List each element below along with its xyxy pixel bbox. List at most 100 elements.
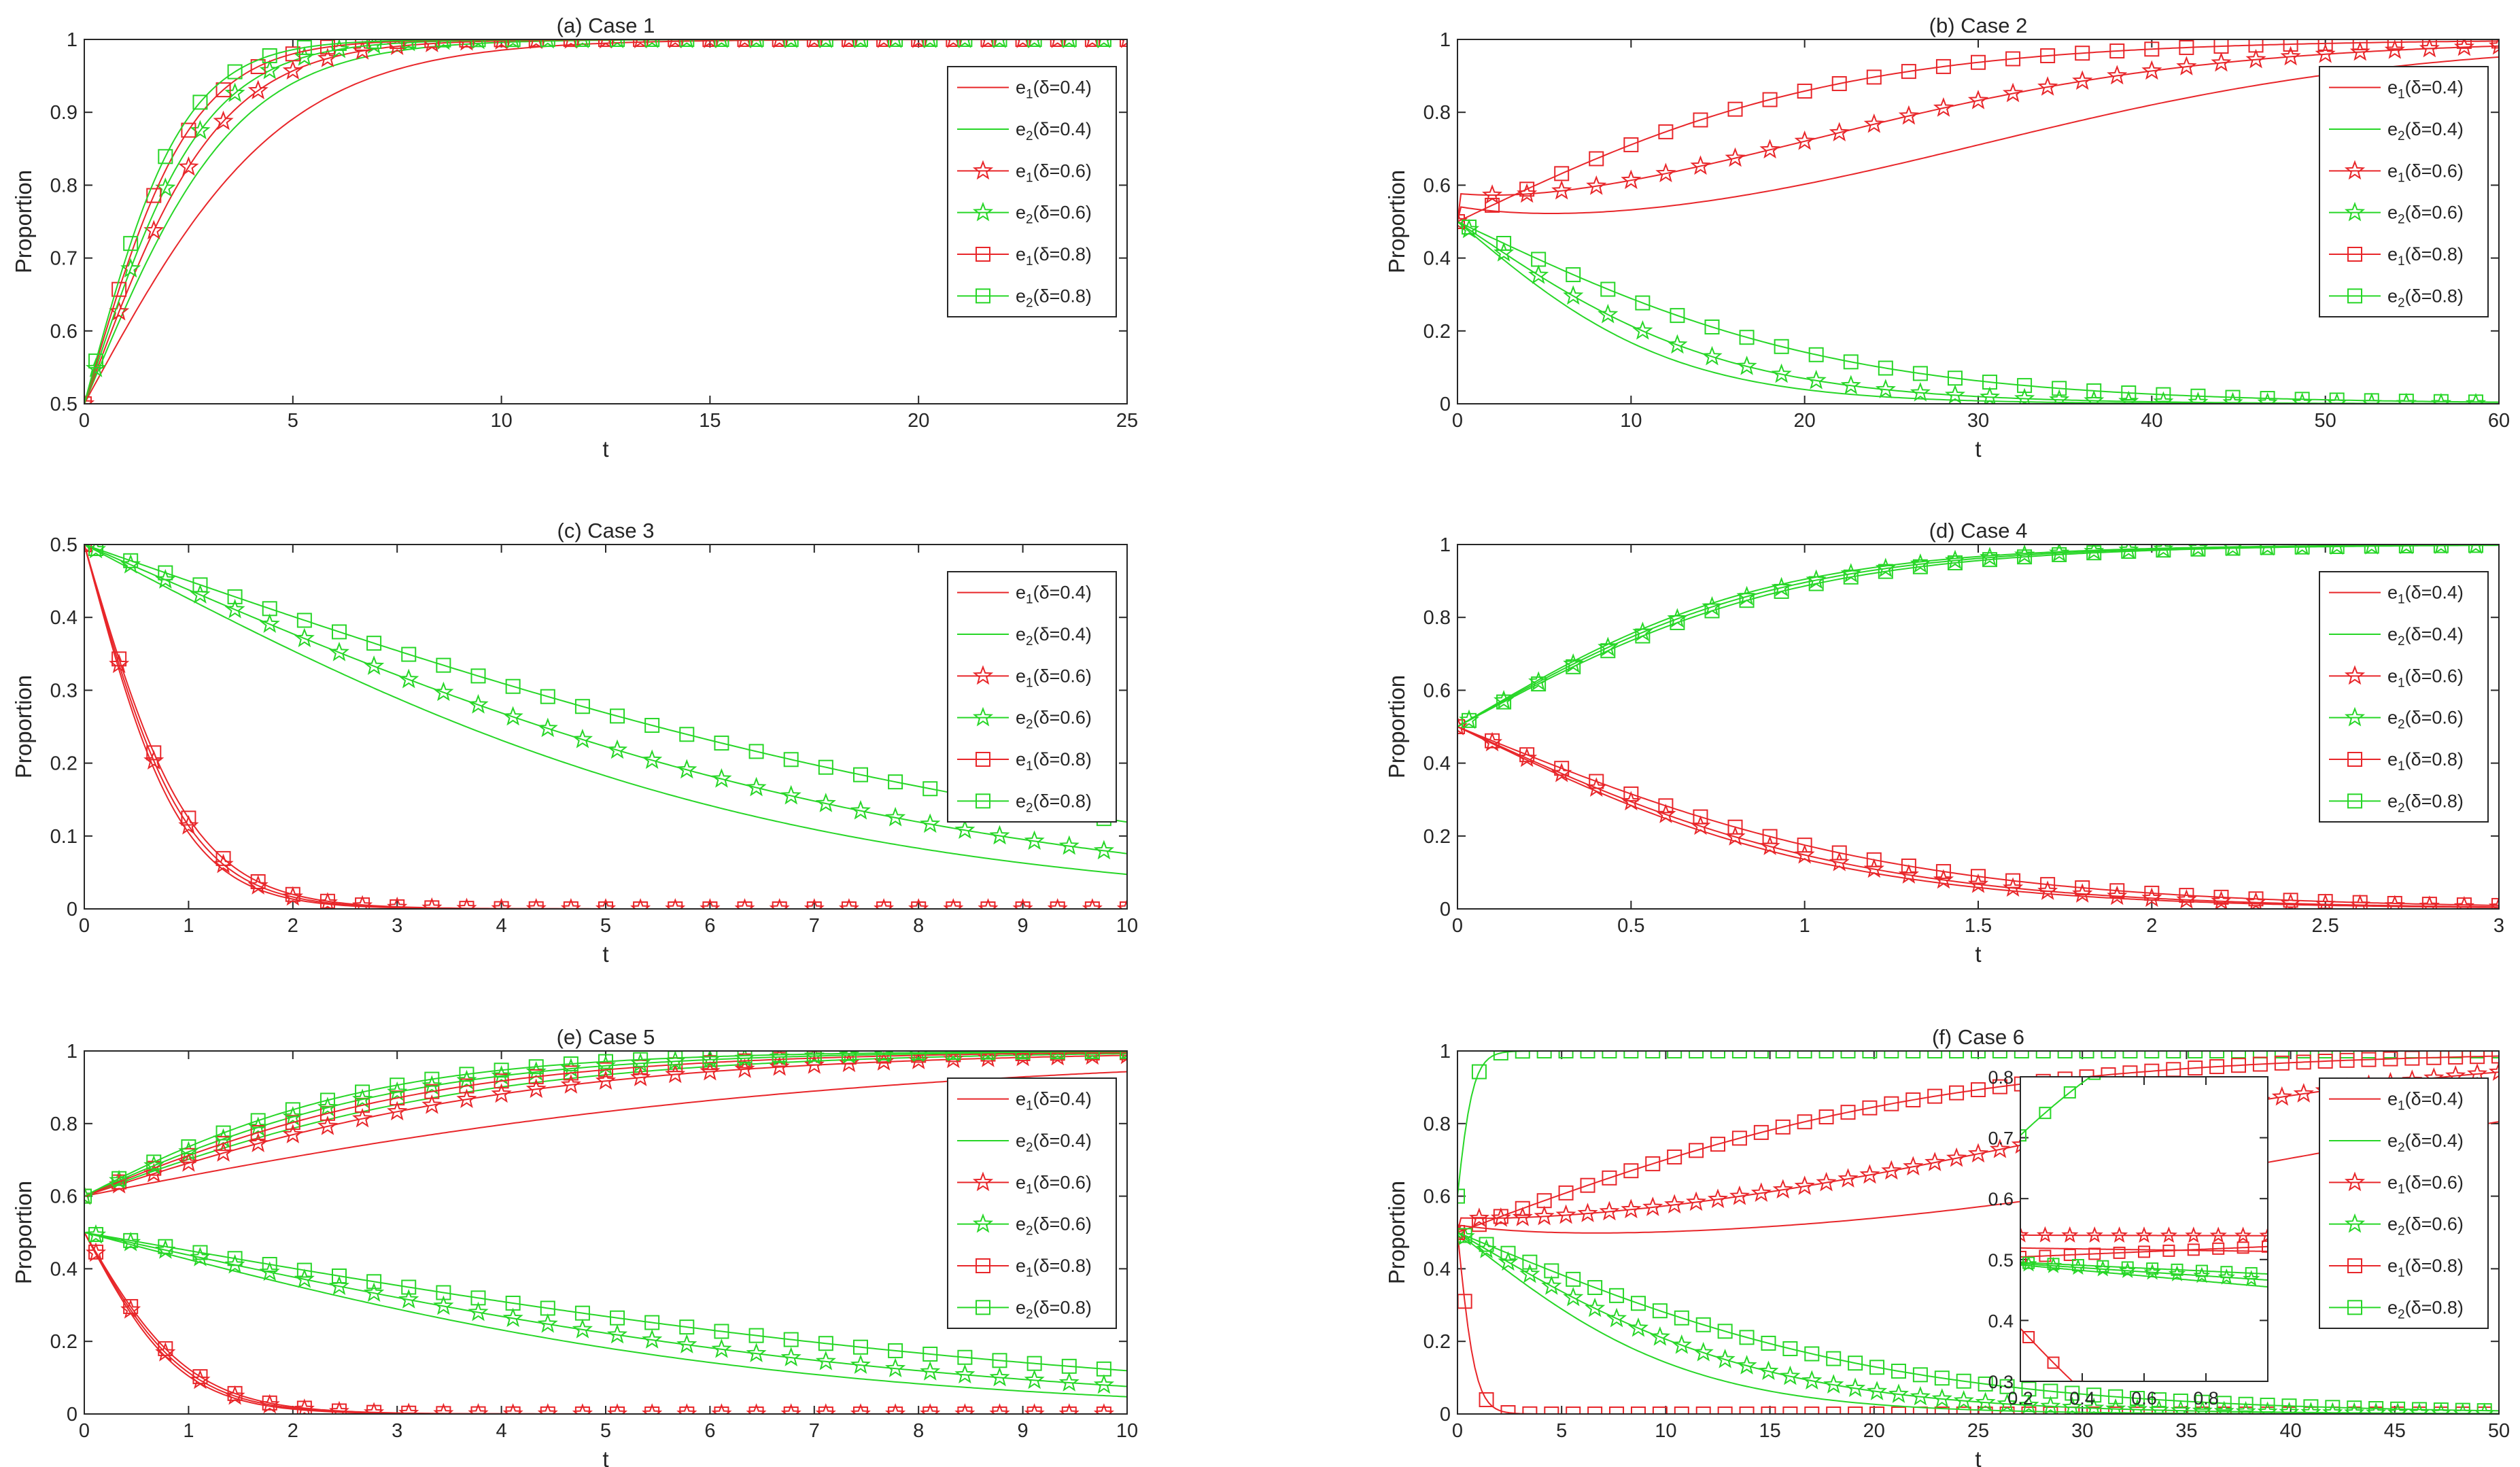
series-marker xyxy=(1471,1217,1487,1232)
y-tick-label: 0.8 xyxy=(1988,1067,2014,1088)
x-tick-label: 4 xyxy=(496,915,507,937)
series-marker xyxy=(493,39,510,50)
series-marker xyxy=(876,1051,892,1061)
series-marker xyxy=(1589,151,1604,167)
series-marker xyxy=(842,39,856,48)
series-marker xyxy=(1971,869,1986,884)
series-marker xyxy=(2225,390,2241,404)
series-marker xyxy=(88,353,104,369)
series-marker xyxy=(2109,883,2125,899)
x-tick-label: 10 xyxy=(1116,1420,1138,1442)
series-line-e2(δ=0.4) xyxy=(2020,1264,2268,1288)
series-marker xyxy=(2047,1258,2060,1271)
series-marker xyxy=(642,749,663,770)
x-tick-label: 0 xyxy=(79,410,90,432)
legend-marker xyxy=(2347,1258,2362,1273)
series-marker xyxy=(1982,375,1998,390)
series-marker xyxy=(2144,1051,2160,1058)
x-tick-label: 4 xyxy=(496,1420,507,1442)
series-marker xyxy=(88,545,104,556)
legend: e1(δ=0.4) e2(δ=0.4) e1(δ=0.6) e2(δ=0.6) e1(δ… xyxy=(2319,66,2489,317)
series-marker xyxy=(1731,1051,1747,1058)
series-marker xyxy=(1901,858,1916,874)
x-tick-label: 0 xyxy=(79,1420,90,1442)
series-marker xyxy=(1739,1330,1755,1345)
legend-label: e1(δ=0.4) xyxy=(2387,583,2464,607)
series-marker xyxy=(1804,1406,1820,1414)
series-marker xyxy=(746,776,767,797)
series-marker xyxy=(980,1051,996,1060)
series-marker xyxy=(1971,54,1986,70)
legend-label: e1(δ=0.6) xyxy=(1016,1172,1092,1196)
x-tick-label: 2 xyxy=(288,915,298,937)
series-marker xyxy=(2121,385,2137,400)
series-marker xyxy=(808,39,821,48)
y-tick-label: 1 xyxy=(67,1041,77,1063)
y-tick-label: 0.4 xyxy=(50,1258,77,1280)
legend-marker xyxy=(972,201,994,222)
series-marker xyxy=(954,1364,976,1384)
series-marker xyxy=(1710,1137,1725,1152)
series-marker xyxy=(2448,1051,2464,1065)
y-tick-label: 1 xyxy=(67,29,77,51)
series-marker xyxy=(2260,1406,2275,1414)
y-tick-label: 0.8 xyxy=(1423,607,1451,629)
series-marker xyxy=(1587,1280,1603,1296)
series-marker xyxy=(1015,1051,1031,1060)
series-marker xyxy=(2368,1406,2384,1414)
y-tick-label: 0 xyxy=(67,899,77,920)
series-marker xyxy=(2039,1107,2052,1120)
series-marker xyxy=(1500,1245,1516,1261)
series-marker xyxy=(1750,1182,1772,1203)
legend-marker xyxy=(2344,1213,2366,1233)
series-marker xyxy=(2260,545,2275,555)
series-line-e1(δ=0.8) xyxy=(2020,1245,2268,1258)
y-tick-label: 0.6 xyxy=(50,1186,77,1208)
series-marker xyxy=(1051,39,1065,48)
series-marker xyxy=(2086,1226,2103,1243)
series-line-e2(δ=0.6) xyxy=(84,545,1127,855)
series-marker xyxy=(1934,1406,1950,1414)
series-marker xyxy=(885,1358,906,1378)
series-marker xyxy=(850,1354,871,1375)
series-marker xyxy=(1739,330,1755,345)
series-marker xyxy=(2130,1390,2145,1406)
series-marker xyxy=(2248,891,2264,907)
panel-title: (a) Case 1 xyxy=(557,14,655,37)
series-marker xyxy=(366,636,382,651)
series-marker xyxy=(2163,1024,2174,1035)
series-marker xyxy=(989,825,1010,845)
series-marker xyxy=(528,1069,544,1084)
series-marker xyxy=(773,39,786,48)
series-marker xyxy=(2329,545,2345,554)
legend-box xyxy=(947,1077,1117,1329)
series-marker xyxy=(2147,1442,2158,1453)
series-marker xyxy=(922,781,938,797)
series-marker xyxy=(1602,1051,1617,1058)
legend-label: e2(δ=0.8) xyxy=(2387,1297,2464,1322)
series-marker xyxy=(819,39,833,48)
x-tick-label: 25 xyxy=(1967,1420,1989,1442)
y-tick-label: 0 xyxy=(1440,394,1451,415)
series-marker xyxy=(911,1051,927,1060)
legend-label: e1(δ=0.8) xyxy=(1016,244,1092,269)
series-marker xyxy=(1775,1119,1791,1135)
series-marker xyxy=(1848,1406,1863,1414)
legend-box xyxy=(947,571,1117,823)
series-marker xyxy=(525,1078,547,1099)
series-marker xyxy=(1927,1088,1943,1104)
series-marker xyxy=(645,39,659,48)
y-tick-label: 0.1 xyxy=(50,826,77,848)
series-marker xyxy=(1627,1317,1649,1337)
series-marker xyxy=(296,612,312,628)
series-marker xyxy=(2185,1226,2203,1243)
panel-5: 0 1 2 3 4 5 6 7 8 9 10 0 0.2 0.4 0.6 0.8 1 (e) Case 5 t Pro… xyxy=(11,1025,1138,1467)
series-marker xyxy=(1863,113,1884,133)
series-marker xyxy=(2470,1051,2485,1058)
series-marker xyxy=(1806,369,1827,390)
series-marker xyxy=(390,899,405,909)
series-marker xyxy=(2238,1396,2254,1412)
panel-title: (e) Case 5 xyxy=(557,1025,655,1049)
series-marker xyxy=(1685,1191,1707,1211)
series-marker xyxy=(2231,1051,2246,1058)
